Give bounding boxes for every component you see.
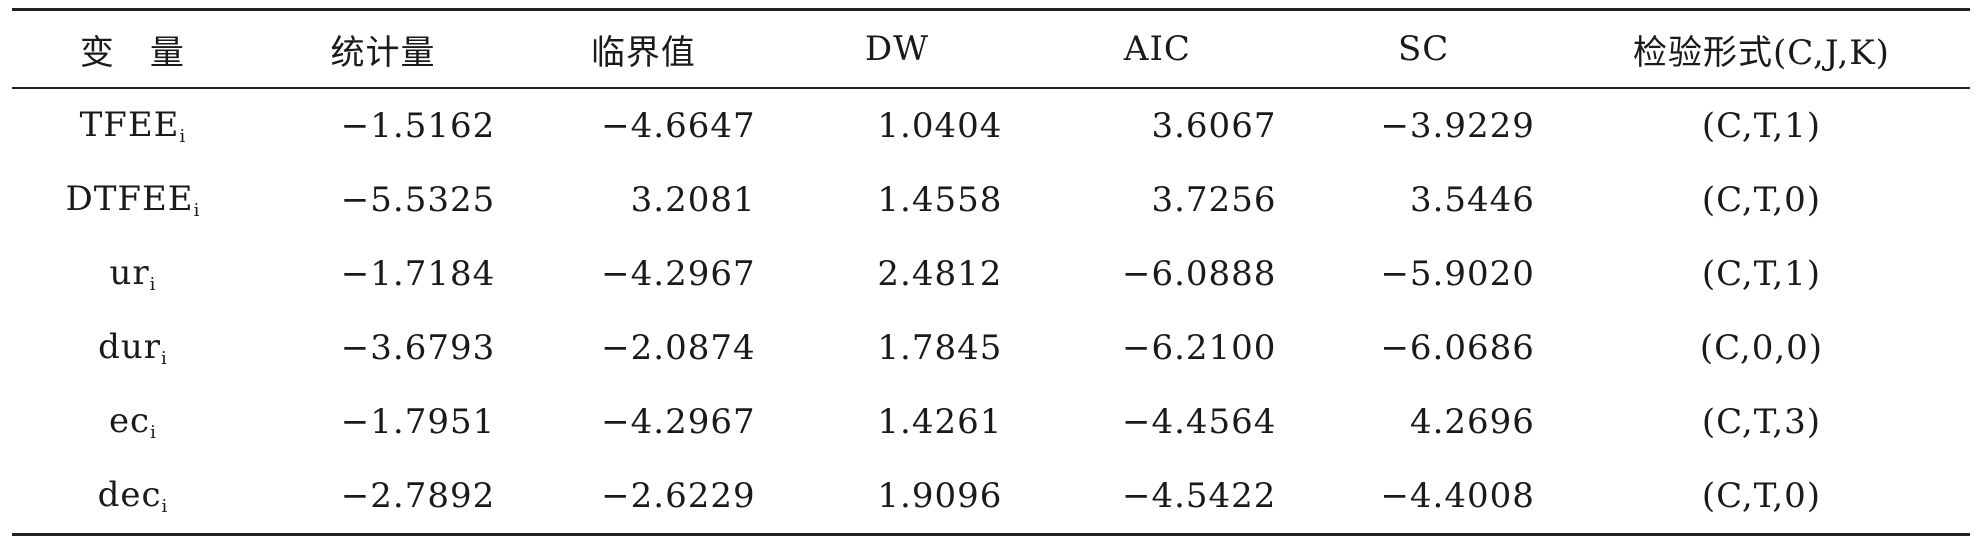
header-aic: AIC: [1123, 29, 1191, 69]
cell-variable: duri: [12, 311, 253, 385]
cell-test-form: (C,T,1): [1701, 254, 1822, 294]
cell-test-form: (C,0,0): [1699, 328, 1824, 368]
cell-critical-value: −4.6647: [601, 106, 756, 146]
variable-subscript: i: [160, 348, 167, 369]
cell-test-form: (C,T,3): [1701, 402, 1822, 442]
cell-aic: −6.2100: [1121, 328, 1277, 368]
cell-critical-value: −2.6229: [601, 476, 756, 516]
cell-dw: 2.4812: [877, 254, 1003, 294]
cell-statistic: −1.7184: [340, 254, 496, 294]
cell-critical-value: −2.0874: [601, 328, 756, 368]
cell-statistic: −1.7951: [340, 402, 496, 442]
cell-test-form: (C,T,1): [1701, 106, 1822, 146]
variable-subscript: i: [179, 126, 186, 147]
header-statistic: 统计量: [330, 32, 436, 73]
header-sc: SC: [1398, 29, 1450, 69]
cell-dw: 1.7845: [877, 328, 1003, 368]
variable-name: TFEE: [79, 105, 180, 145]
cell-dw: 1.0404: [877, 106, 1003, 146]
cell-statistic: −5.5325: [340, 180, 496, 220]
variable-subscript: i: [193, 200, 200, 221]
variable-subscript: i: [161, 496, 168, 517]
cell-sc: −4.4008: [1380, 476, 1535, 516]
header-variable: 变 量: [79, 32, 185, 73]
variable-subscript: i: [149, 274, 156, 295]
cell-variable: uri: [12, 237, 253, 311]
cell-variable: TFEEi: [12, 88, 253, 163]
cell-statistic: −3.6793: [340, 328, 496, 368]
cell-statistic: −1.5162: [340, 106, 496, 146]
cell-aic: −4.4564: [1121, 402, 1277, 442]
cell-sc: 4.2696: [1409, 402, 1535, 442]
variable-name: dec: [97, 475, 162, 515]
unit-root-test-table: 变 量 统计量 临界值 DW AIC SC 检验形式(C,J,K) TFEEi …: [12, 8, 1970, 536]
cell-critical-value: −4.2967: [601, 254, 756, 294]
table-row: TFEEi −1.5162 −4.6647 1.0404 3.6067 −3.9…: [12, 88, 1970, 163]
variable-name: DTFEE: [65, 179, 194, 219]
header-dw: DW: [864, 29, 930, 69]
cell-sc: −6.0686: [1380, 328, 1535, 368]
cell-critical-value: 3.2081: [630, 180, 756, 220]
variable-subscript: i: [150, 422, 156, 443]
cell-critical-value: −4.2967: [601, 402, 756, 442]
table-row: eci −1.7951 −4.2967 1.4261 −4.4564 4.269…: [12, 385, 1970, 459]
cell-aic: 3.6067: [1151, 106, 1277, 146]
cell-dw: 1.4261: [877, 402, 1003, 442]
cell-dw: 1.9096: [877, 476, 1003, 516]
variable-name: ur: [109, 253, 150, 293]
cell-sc: −5.9020: [1380, 254, 1535, 294]
cell-aic: 3.7256: [1151, 180, 1277, 220]
cell-aic: −4.5422: [1121, 476, 1277, 516]
cell-sc: 3.5446: [1409, 180, 1535, 220]
table-row: deci −2.7892 −2.6229 1.9096 −4.5422 −4.4…: [12, 459, 1970, 535]
unit-root-test-table-container: 变 量 统计量 临界值 DW AIC SC 检验形式(C,J,K) TFEEi …: [12, 8, 1970, 536]
cell-dw: 1.4558: [877, 180, 1003, 220]
cell-variable: eci: [12, 385, 253, 459]
header-critical-value: 临界值: [590, 32, 696, 73]
cell-variable: deci: [12, 459, 253, 535]
cell-test-form: (C,T,0): [1701, 476, 1822, 516]
cell-aic: −6.0888: [1121, 254, 1277, 294]
cell-variable: DTFEEi: [12, 163, 253, 237]
header-test-form: 检验形式(C,J,K): [1632, 32, 1890, 73]
cell-statistic: −2.7892: [340, 476, 496, 516]
table-row: DTFEEi −5.5325 3.2081 1.4558 3.7256 3.54…: [12, 163, 1970, 237]
variable-name: dur: [98, 327, 161, 367]
table-header-row: 变 量 统计量 临界值 DW AIC SC 检验形式(C,J,K): [12, 9, 1970, 88]
variable-name: ec: [108, 401, 151, 441]
table-row: duri −3.6793 −2.0874 1.7845 −6.2100 −6.0…: [12, 311, 1970, 385]
cell-test-form: (C,T,0): [1701, 180, 1822, 220]
cell-sc: −3.9229: [1380, 106, 1535, 146]
table-row: uri −1.7184 −4.2967 2.4812 −6.0888 −5.90…: [12, 237, 1970, 311]
